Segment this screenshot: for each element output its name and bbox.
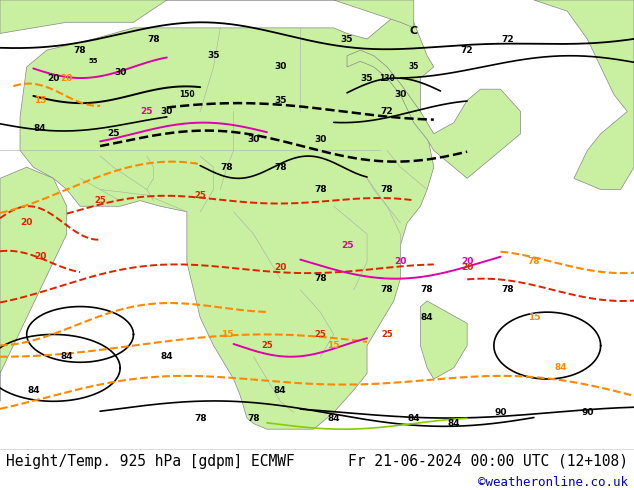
Text: ©weatheronline.co.uk: ©weatheronline.co.uk — [477, 476, 628, 489]
Polygon shape — [0, 0, 414, 33]
Text: 78: 78 — [314, 185, 327, 194]
Text: 78: 78 — [527, 257, 540, 267]
Polygon shape — [347, 50, 521, 178]
Text: 20: 20 — [61, 74, 73, 82]
Text: 30: 30 — [314, 135, 327, 144]
Text: 84: 84 — [554, 364, 567, 372]
Text: 84: 84 — [34, 123, 46, 133]
Text: Height/Temp. 925 hPa [gdpm] ECMWF: Height/Temp. 925 hPa [gdpm] ECMWF — [6, 454, 295, 469]
Text: 78: 78 — [74, 46, 86, 55]
Text: 20: 20 — [47, 74, 60, 82]
Text: 84: 84 — [448, 419, 460, 428]
Text: 20: 20 — [461, 257, 474, 267]
Text: 25: 25 — [341, 241, 353, 250]
Text: 84: 84 — [27, 386, 40, 394]
Text: 78: 78 — [147, 34, 160, 44]
Polygon shape — [20, 5, 434, 429]
Text: 35: 35 — [408, 62, 419, 72]
Text: 84: 84 — [327, 414, 340, 422]
Text: C: C — [410, 25, 418, 36]
Text: 25: 25 — [94, 196, 106, 205]
Text: 20: 20 — [394, 257, 406, 267]
Text: 35: 35 — [341, 34, 353, 44]
Text: 90: 90 — [495, 408, 507, 417]
Text: 20: 20 — [20, 219, 33, 227]
Text: 78: 78 — [381, 185, 393, 194]
Text: 72: 72 — [381, 107, 393, 116]
Text: 25: 25 — [261, 341, 273, 350]
Text: 72: 72 — [461, 46, 474, 55]
Text: 20: 20 — [461, 263, 474, 272]
Text: 20: 20 — [274, 263, 287, 272]
Text: 78: 78 — [247, 414, 260, 422]
Text: 30: 30 — [274, 62, 287, 72]
Polygon shape — [420, 301, 467, 379]
Text: 35: 35 — [274, 96, 287, 105]
Text: 84: 84 — [274, 386, 287, 394]
Text: 84: 84 — [60, 352, 73, 361]
Text: 30: 30 — [394, 90, 406, 99]
Text: 84: 84 — [160, 352, 173, 361]
Text: 30: 30 — [247, 135, 260, 144]
Text: 25: 25 — [195, 191, 206, 199]
Text: 15: 15 — [34, 96, 46, 105]
Text: 78: 78 — [501, 285, 514, 294]
Text: 150: 150 — [179, 90, 195, 99]
Text: 25: 25 — [381, 330, 393, 339]
Text: Fr 21-06-2024 00:00 UTC (12+108): Fr 21-06-2024 00:00 UTC (12+108) — [347, 454, 628, 469]
Text: 78: 78 — [274, 163, 287, 172]
Text: 35: 35 — [361, 74, 373, 82]
Text: 15: 15 — [527, 313, 540, 322]
Text: 90: 90 — [581, 408, 593, 417]
Polygon shape — [0, 167, 67, 401]
Text: 20: 20 — [34, 252, 46, 261]
Text: 35: 35 — [207, 51, 220, 60]
Text: 30: 30 — [114, 68, 126, 77]
Text: 78: 78 — [381, 285, 393, 294]
Text: 78: 78 — [314, 274, 327, 283]
Text: 130: 130 — [379, 74, 395, 82]
Polygon shape — [534, 0, 634, 190]
Text: 25: 25 — [107, 129, 120, 138]
Text: 78: 78 — [221, 163, 233, 172]
Text: 84: 84 — [408, 414, 420, 422]
Text: 78: 78 — [421, 285, 434, 294]
Text: 15: 15 — [327, 341, 340, 350]
Text: 55: 55 — [89, 58, 98, 64]
Text: 25: 25 — [314, 330, 327, 339]
Text: 30: 30 — [160, 107, 173, 116]
Text: 15: 15 — [221, 330, 233, 339]
Text: 84: 84 — [421, 313, 434, 322]
Text: 25: 25 — [141, 107, 153, 116]
Text: 72: 72 — [501, 34, 514, 44]
Text: 78: 78 — [194, 414, 207, 422]
